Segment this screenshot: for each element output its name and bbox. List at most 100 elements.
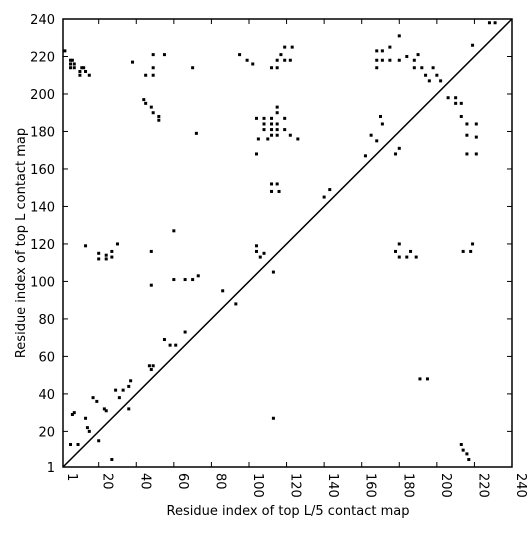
contact-point: [115, 242, 119, 246]
contact-point: [245, 58, 249, 62]
contact-point: [194, 131, 198, 135]
contact-point: [69, 443, 73, 447]
contact-point: [270, 122, 274, 126]
contact-point: [151, 66, 155, 70]
contact-point: [87, 429, 91, 433]
contact-point: [251, 62, 255, 66]
contact-point: [129, 379, 133, 383]
y-tick-label: 40: [38, 388, 55, 403]
x-tick-label: 200: [438, 473, 453, 498]
contact-point: [78, 73, 82, 77]
contact-point: [275, 182, 279, 186]
contact-point: [104, 257, 108, 261]
x-tick-label: 160: [363, 473, 378, 498]
contact-point: [255, 152, 259, 156]
contact-point: [394, 249, 398, 253]
contact-point: [144, 73, 148, 77]
contact-point: [275, 133, 279, 137]
contact-point: [471, 43, 475, 47]
x-tick-label: 180: [400, 473, 415, 498]
y-tick-label: 100: [30, 275, 55, 290]
contact-point: [262, 122, 266, 126]
contact-point: [388, 58, 392, 62]
contact-point: [172, 278, 176, 282]
contact-point: [258, 255, 262, 259]
contact-point: [262, 116, 266, 120]
contact-point: [405, 54, 409, 58]
contact-point: [144, 101, 148, 105]
contact-point: [405, 255, 409, 259]
contact-point: [283, 128, 287, 132]
contact-point: [172, 229, 176, 233]
contact-point: [221, 289, 225, 293]
contact-point: [454, 96, 458, 100]
contact-point: [69, 66, 73, 70]
contact-point: [288, 58, 292, 62]
contact-point: [363, 154, 367, 158]
x-tick-label: 40: [137, 473, 152, 490]
contact-point: [84, 416, 88, 420]
contact-point: [142, 98, 146, 102]
contact-point: [97, 257, 101, 261]
contact-point: [174, 343, 178, 347]
contact-point: [378, 114, 382, 118]
contact-point: [147, 364, 151, 368]
contact-point: [196, 274, 200, 278]
contact-point: [69, 58, 73, 62]
contact-point: [131, 60, 135, 64]
y-tick-label: 200: [30, 88, 55, 103]
contact-point: [275, 111, 279, 115]
contact-point: [84, 244, 88, 248]
contact-point: [394, 152, 398, 156]
contact-point: [461, 249, 465, 253]
contact-point: [328, 188, 332, 192]
contact-point: [76, 443, 80, 447]
contact-point: [255, 249, 259, 253]
contact-point: [149, 368, 153, 372]
contact-point: [427, 79, 431, 83]
contact-point: [283, 58, 287, 62]
contact-point: [471, 242, 475, 246]
y-tick-label: 240: [30, 13, 55, 28]
contact-point: [380, 122, 384, 126]
contact-point: [416, 53, 420, 57]
y-tick-label: 180: [30, 125, 55, 140]
contact-point: [270, 66, 274, 70]
contact-point: [97, 251, 101, 255]
contact-point: [149, 105, 153, 109]
contact-point: [121, 388, 125, 392]
contact-point: [418, 377, 422, 381]
contact-point: [290, 45, 294, 49]
y-tick-label: 140: [30, 200, 55, 215]
contact-point: [467, 458, 471, 462]
contact-point: [85, 426, 89, 430]
contact-point: [397, 146, 401, 150]
contact-point: [296, 137, 300, 141]
contact-point: [397, 242, 401, 246]
contact-point: [168, 343, 172, 347]
contact-point: [487, 21, 491, 25]
plot-frame: [62, 18, 513, 468]
y-tick-label: 60: [38, 350, 55, 365]
contact-point: [420, 66, 424, 70]
contact-point: [275, 128, 279, 132]
contact-point: [110, 249, 114, 253]
contact-point: [469, 249, 473, 253]
contact-point: [474, 152, 478, 156]
contact-point: [474, 122, 478, 126]
contact-point: [412, 58, 416, 62]
contact-point: [151, 111, 155, 115]
contact-point: [87, 73, 91, 77]
contact-point: [380, 58, 384, 62]
contact-point: [465, 152, 469, 156]
contact-point: [97, 439, 101, 443]
contact-point: [127, 407, 131, 411]
contact-point: [459, 114, 463, 118]
contact-point: [72, 411, 76, 415]
contact-point: [322, 195, 326, 199]
y-tick-label: 1: [47, 461, 55, 476]
contact-point: [446, 96, 450, 100]
contact-point: [151, 364, 155, 368]
contact-point: [397, 34, 401, 38]
